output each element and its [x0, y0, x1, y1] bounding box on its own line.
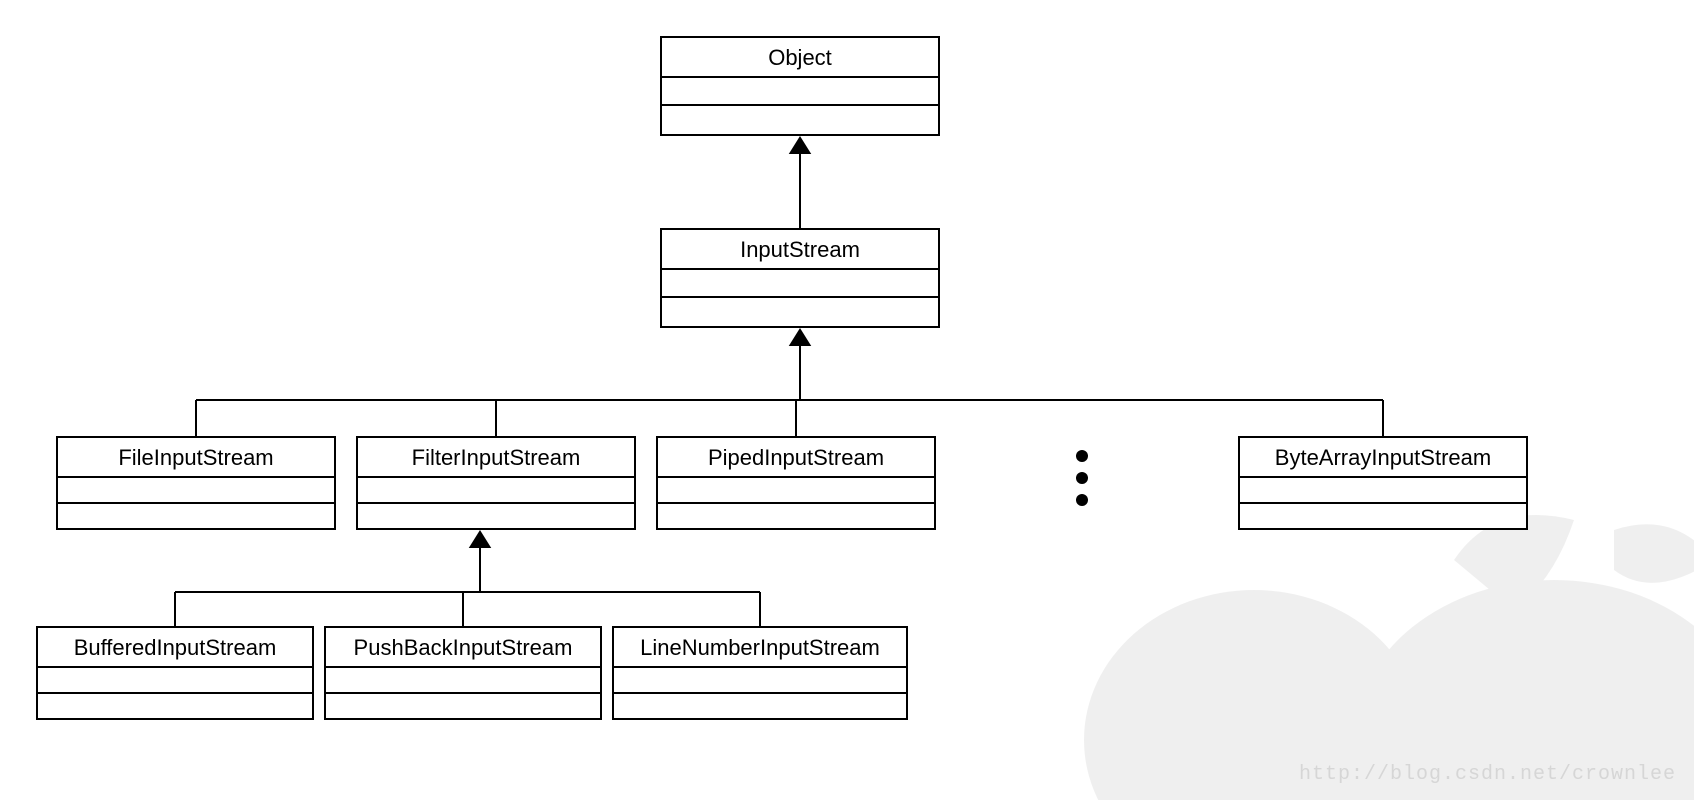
uml-class-attributes: [38, 668, 312, 694]
watermark-text: http://blog.csdn.net/crownlee: [1299, 763, 1676, 786]
ellipsis-dots: [1076, 450, 1088, 506]
uml-class-title: PipedInputStream: [658, 438, 934, 478]
uml-class-bytearrayis: ByteArrayInputStream: [1238, 436, 1528, 530]
uml-class-title: PushBackInputStream: [326, 628, 600, 668]
uml-class-linenumberis: LineNumberInputStream: [612, 626, 908, 720]
uml-class-title: FilterInputStream: [358, 438, 634, 478]
uml-class-attributes: [662, 78, 938, 106]
uml-class-title: BufferedInputStream: [38, 628, 312, 668]
ellipsis-dot: [1076, 494, 1088, 506]
uml-class-title: Object: [662, 38, 938, 78]
uml-class-pushbackis: PushBackInputStream: [324, 626, 602, 720]
uml-class-pipedis: PipedInputStream: [656, 436, 936, 530]
uml-class-title: InputStream: [662, 230, 938, 270]
uml-class-attributes: [326, 668, 600, 694]
uml-class-attributes: [358, 478, 634, 504]
uml-class-attributes: [1240, 478, 1526, 504]
ellipsis-dot: [1076, 450, 1088, 462]
ellipsis-dot: [1076, 472, 1088, 484]
uml-class-attributes: [614, 668, 906, 694]
uml-class-title: FileInputStream: [58, 438, 334, 478]
uml-class-object: Object: [660, 36, 940, 136]
uml-class-attributes: [58, 478, 334, 504]
uml-class-attributes: [662, 270, 938, 298]
uml-class-title: LineNumberInputStream: [614, 628, 906, 668]
uml-class-bufferedis: BufferedInputStream: [36, 626, 314, 720]
uml-class-attributes: [658, 478, 934, 504]
uml-class-fileis: FileInputStream: [56, 436, 336, 530]
uml-class-filteris: FilterInputStream: [356, 436, 636, 530]
uml-class-title: ByteArrayInputStream: [1240, 438, 1526, 478]
uml-class-inputstream: InputStream: [660, 228, 940, 328]
